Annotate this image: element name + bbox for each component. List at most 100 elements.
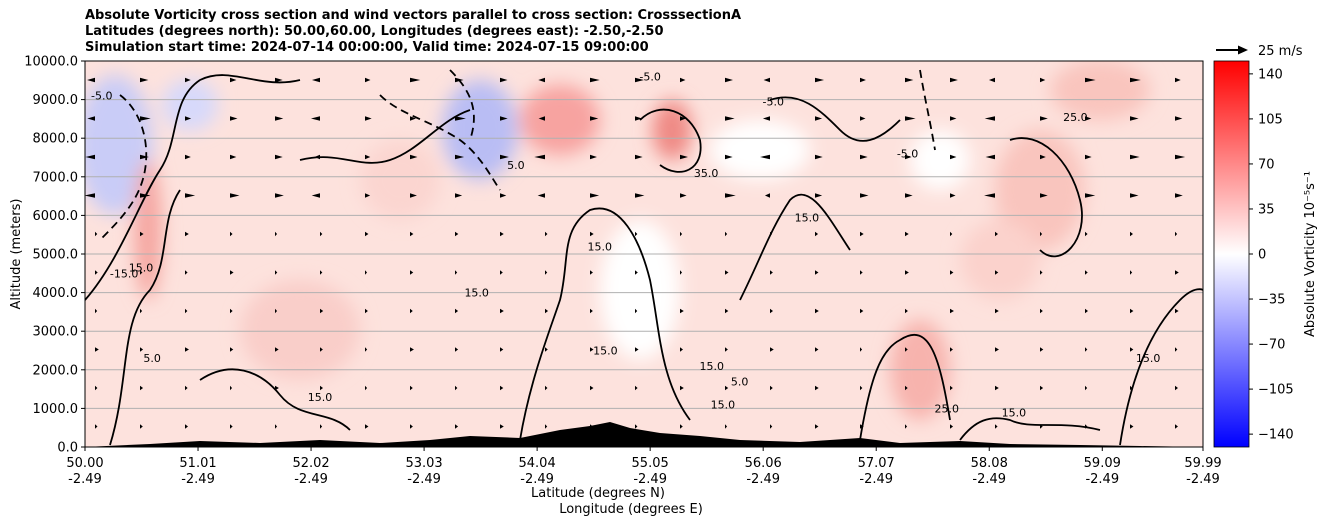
wind-vector	[230, 308, 233, 314]
wind-vector	[87, 116, 95, 121]
wind-vector	[905, 270, 909, 275]
contour-label: -15.0	[110, 267, 138, 280]
wind-vector	[950, 77, 958, 83]
wind-vector	[680, 308, 684, 314]
wind-vector	[1175, 231, 1178, 237]
wind-vector	[140, 77, 149, 83]
contour-label: 35.0	[694, 167, 719, 180]
wind-vector	[725, 231, 728, 237]
wind-vector	[230, 347, 234, 352]
wind-vector	[275, 308, 278, 314]
wind-vector	[984, 193, 995, 198]
wind-vector	[725, 193, 736, 198]
wind-vector	[410, 347, 414, 352]
wind-vector	[140, 385, 144, 391]
wind-vector	[635, 193, 645, 198]
x-tick-label-latitude: 55.05	[632, 456, 669, 471]
wind-vector	[995, 270, 999, 275]
colorbar-tick-label: 105	[1258, 112, 1283, 127]
wind-vector	[545, 424, 548, 429]
x-tick-label-latitude: 53.03	[405, 456, 442, 471]
wind-vector	[680, 77, 686, 83]
wind-vector	[545, 231, 548, 237]
wind-vector	[1085, 231, 1088, 237]
wind-vector	[365, 347, 368, 352]
wind-vector	[1130, 116, 1139, 121]
wind-vector	[1040, 424, 1043, 429]
wind-vector	[95, 347, 99, 352]
wind-vector	[185, 154, 191, 160]
wind-vector	[815, 424, 819, 429]
wind-vector	[1175, 270, 1179, 275]
wind-vector	[905, 116, 916, 121]
wind-vector	[995, 424, 998, 429]
quiver-key-arrow	[1238, 45, 1248, 55]
wind-vector	[500, 347, 504, 352]
contour-labels: 15.0 15.0 15.0 15.0 15.0 15.0 15.0 15.0 15.0 15.0…	[91, 70, 1160, 419]
wind-vector	[950, 424, 954, 429]
x-tick-label-longitude: -2.49	[68, 472, 102, 487]
wind-vector	[635, 116, 642, 121]
wind-vector	[860, 154, 868, 160]
contour-lines	[85, 69, 1203, 446]
wind-vector	[860, 116, 866, 121]
x-tick-label-latitude: 52.02	[292, 456, 329, 471]
y-tick-label: 4000.0	[33, 286, 79, 301]
wind-vector	[590, 385, 594, 391]
wind-vector	[635, 347, 639, 352]
wind-vector	[635, 308, 638, 314]
wind-vector	[185, 424, 189, 429]
wind-vector	[95, 385, 98, 391]
y-axis-label: Altitude (meters)	[9, 199, 24, 310]
contour-label: 5.0	[143, 352, 161, 365]
wind-vector	[860, 270, 863, 275]
wind-vector	[85, 193, 95, 198]
wind-vector	[988, 77, 995, 83]
wind-vector	[950, 193, 956, 198]
wind-vector	[725, 347, 728, 352]
wind-vector	[230, 116, 238, 121]
wind-vector	[725, 308, 729, 314]
contour-label: 5.0	[731, 375, 749, 388]
wind-vector	[95, 231, 98, 237]
y-tick-label: 6000.0	[33, 209, 79, 224]
wind-vector	[455, 308, 459, 314]
x-tick-label-latitude: 56.06	[745, 456, 782, 471]
wind-vector	[1085, 193, 1096, 198]
wind-vector	[725, 424, 728, 429]
wind-vector	[140, 308, 143, 314]
wind-vector	[537, 193, 545, 198]
y-tick-label: 7000.0	[33, 170, 79, 185]
wind-vector	[1040, 154, 1046, 160]
wind-vector	[1040, 77, 1046, 83]
wind-vector	[725, 77, 733, 83]
wind-vector	[500, 270, 503, 275]
wind-vector	[275, 77, 283, 83]
wind-vector	[815, 77, 825, 83]
wind-vector	[365, 77, 371, 83]
wind-vector	[725, 385, 729, 391]
wind-vector	[995, 308, 999, 314]
wind-vector	[1175, 116, 1183, 121]
wind-vector	[87, 77, 95, 83]
contour-label: 15.0	[1136, 352, 1161, 365]
wind-vector	[455, 270, 458, 275]
wind-vector	[1130, 231, 1133, 237]
colorbar-tick-label: −105	[1258, 383, 1294, 398]
wind-vector	[500, 77, 508, 83]
wind-vector	[860, 308, 864, 314]
wind-vector	[365, 385, 368, 391]
wind-vector	[635, 77, 644, 83]
wind-vector	[365, 116, 372, 121]
wind-vector	[455, 193, 463, 198]
wind-vector	[275, 116, 284, 121]
wind-vector	[1130, 154, 1140, 160]
wind-vector	[1085, 424, 1088, 429]
wind-vector	[140, 424, 143, 429]
wind-vector	[635, 385, 638, 391]
contour-label: -5.0	[897, 148, 918, 161]
wind-vector	[140, 154, 149, 160]
wind-vector	[1130, 77, 1141, 83]
wind-vector	[905, 424, 908, 429]
